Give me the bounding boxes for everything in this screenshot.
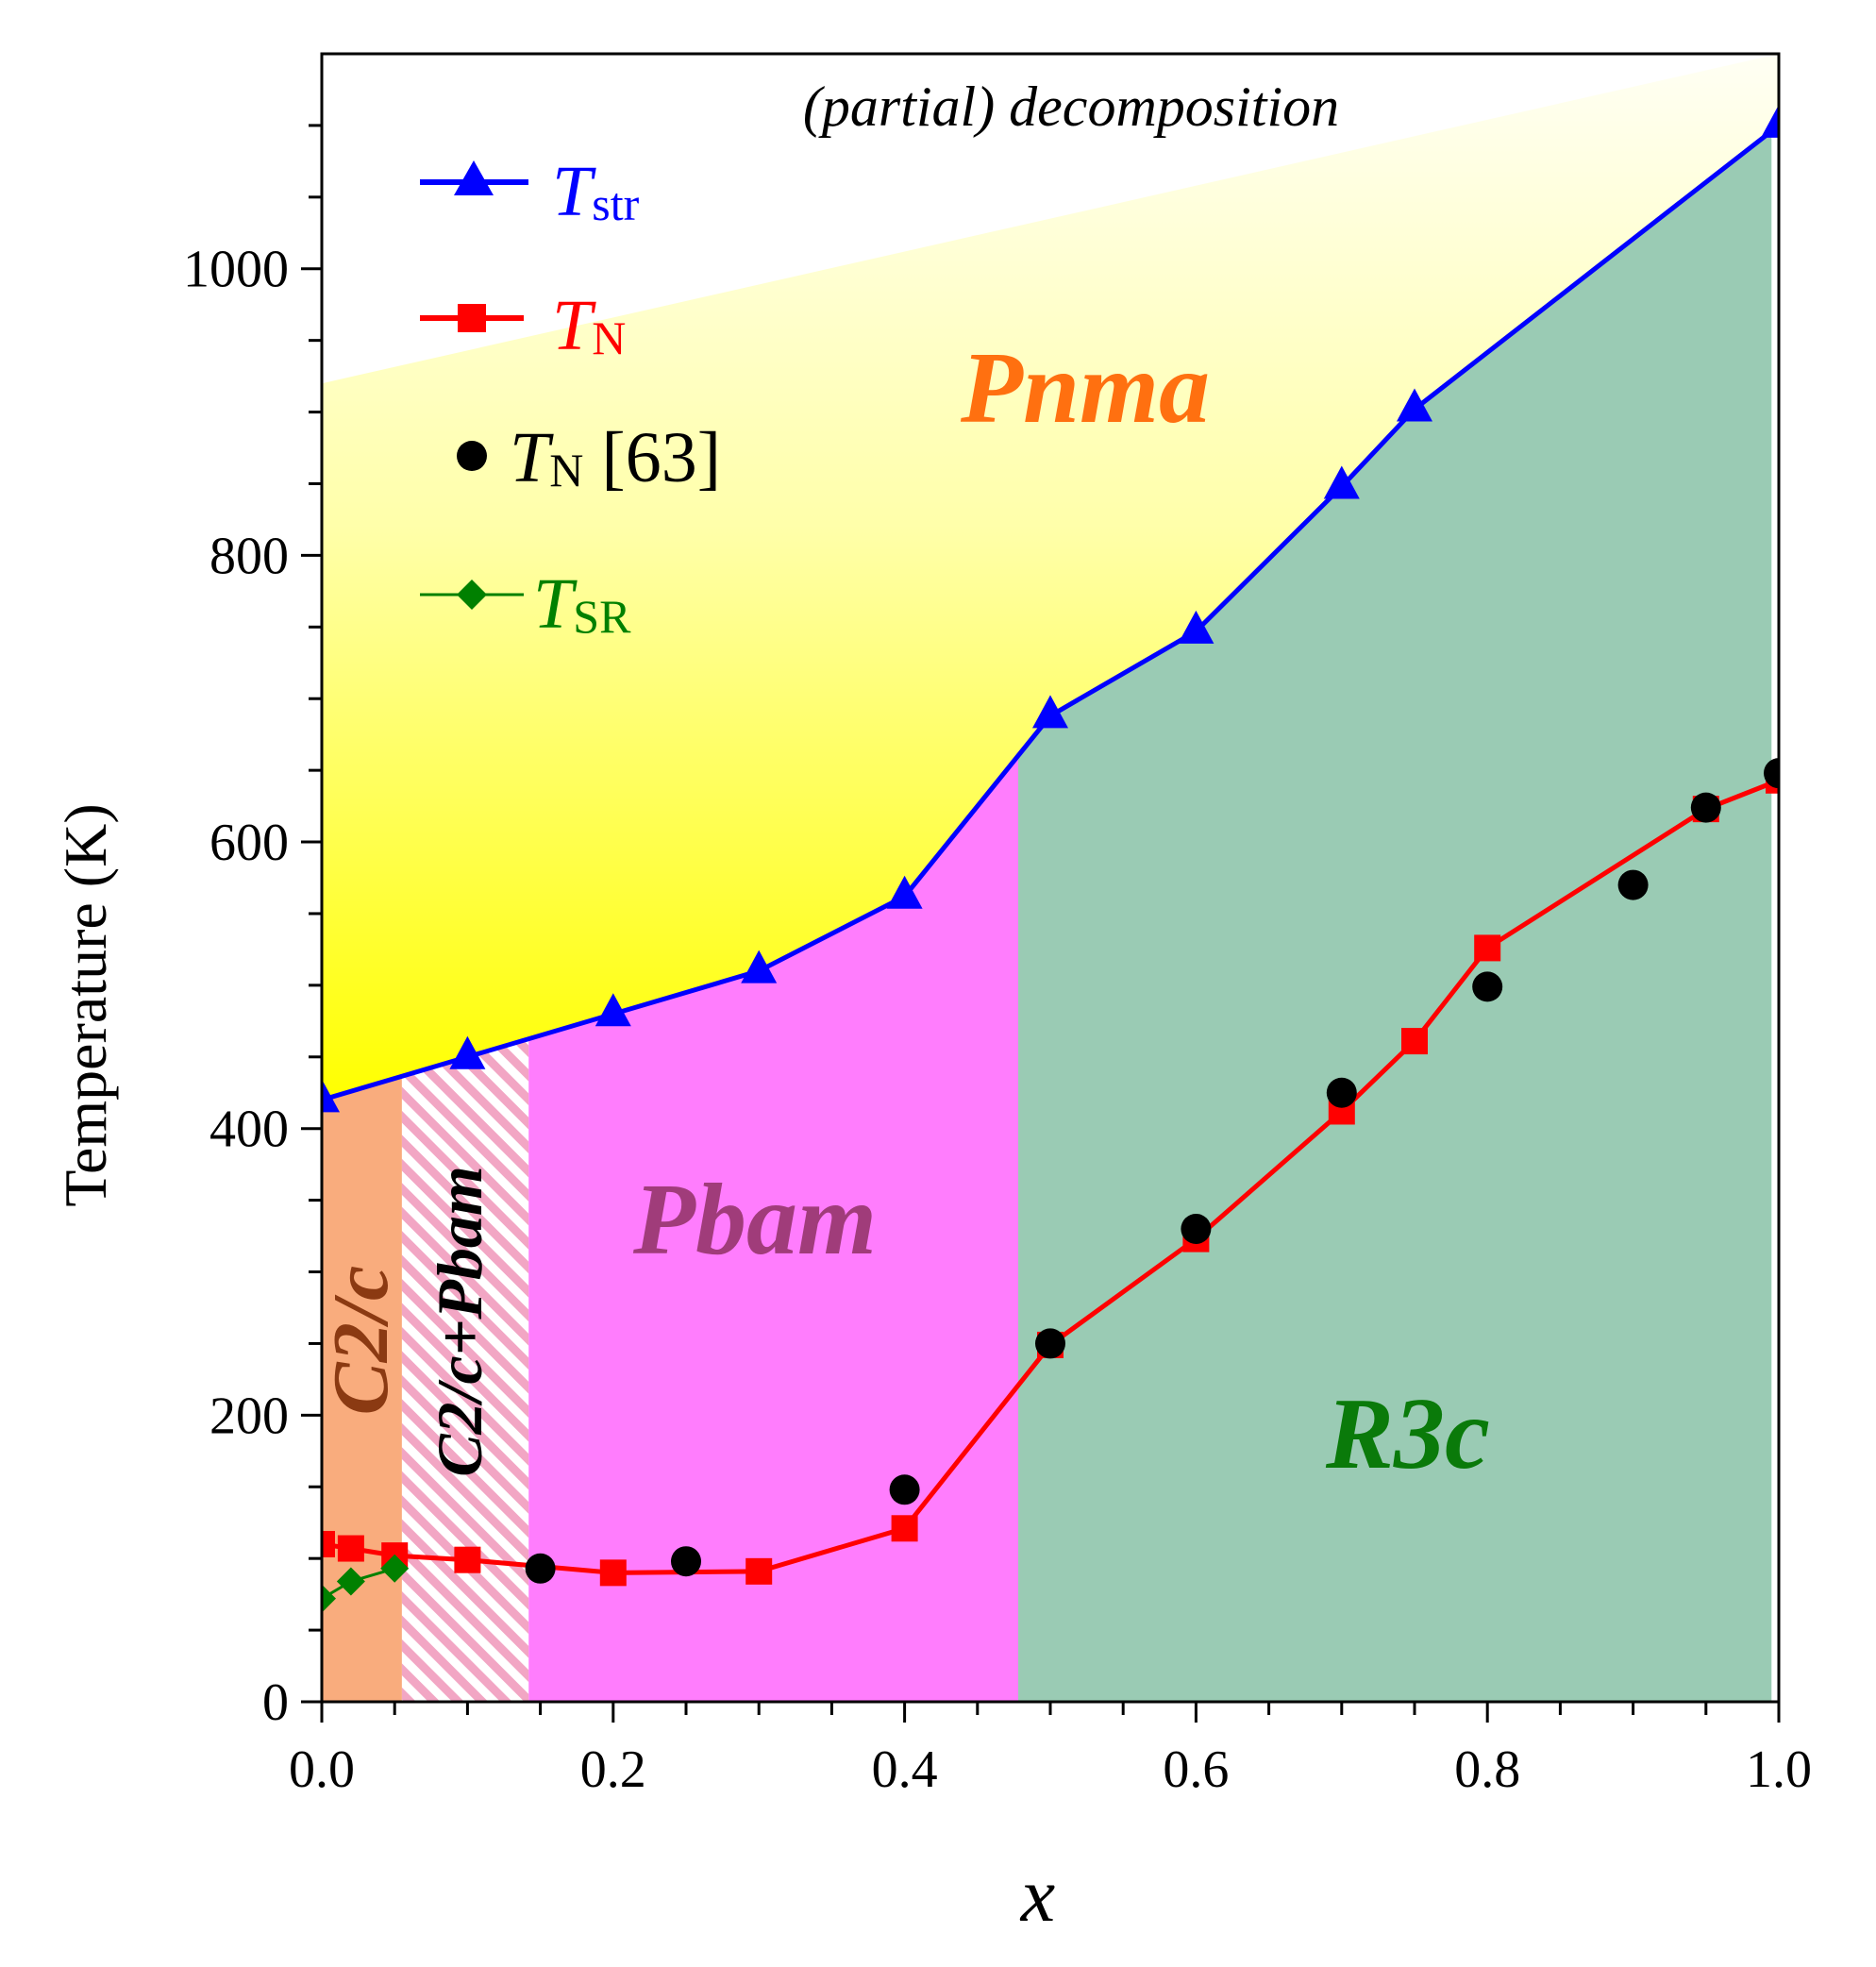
x-tick-label: 0.0 — [289, 1740, 355, 1799]
phase-regions — [322, 54, 1779, 1702]
legend-sub-t-str: str — [592, 177, 639, 230]
legend-sub-t-sr: SR — [573, 590, 631, 643]
point-t-sr — [336, 1567, 365, 1596]
region-label-c2c: C2/c — [317, 1266, 405, 1416]
point-t-n — [599, 1559, 627, 1587]
x-tick-label: 0.6 — [1163, 1740, 1229, 1799]
point-t-n — [1401, 1028, 1428, 1055]
y-axis-title: Temperature (K) — [52, 803, 119, 1206]
legend-entry-t-n: TN — [420, 286, 626, 365]
x-tick-label: 1.0 — [1746, 1740, 1812, 1799]
region-label-pnma: Pnma — [960, 332, 1210, 445]
point-t-str — [1178, 610, 1214, 644]
point-t-n-63 — [1326, 1077, 1357, 1108]
point-t-str — [741, 950, 778, 984]
point-t-n-63 — [671, 1546, 701, 1577]
x-axis-title: x — [1020, 1852, 1055, 1938]
point-t-n-63 — [1764, 758, 1779, 789]
x-tick-label: 0.2 — [580, 1740, 646, 1799]
region-pnma — [322, 54, 1779, 1101]
point-t-str — [1761, 104, 1779, 138]
region-label-decomposition: (partial) decomposition — [803, 76, 1339, 138]
point-t-str — [1397, 388, 1432, 422]
region-c2c-pbam — [401, 1038, 529, 1702]
point-t-n — [891, 1515, 918, 1542]
y-tick-label: 800 — [209, 527, 289, 585]
legend-marker-t-str — [454, 160, 494, 195]
point-t-n — [745, 1557, 773, 1585]
legend: Tstr TN TN [63] TSR — [420, 152, 721, 644]
legend-suffix-t-n-63: [63] — [583, 418, 721, 497]
legend-marker-t-n-63 — [457, 441, 487, 471]
point-t-str — [449, 1035, 486, 1069]
region-label-c2c-pbam: C2/c+Pbam — [424, 1166, 495, 1477]
point-t-sr — [322, 1584, 336, 1613]
legend-marker-t-n — [458, 304, 486, 332]
legend-marker-t-sr — [457, 580, 487, 610]
region-label-pbam: Pbam — [632, 1164, 877, 1276]
point-t-n — [322, 1530, 335, 1557]
point-t-n-63 — [1690, 792, 1721, 823]
legend-label-t-str: Tstr — [552, 152, 640, 231]
series-layer — [322, 104, 1779, 1613]
point-t-n-63 — [1617, 869, 1649, 900]
point-t-n — [1474, 934, 1501, 962]
x-tick-label: 0.4 — [872, 1740, 938, 1799]
region-label-r3c: R3c — [1325, 1378, 1490, 1490]
point-t-str — [1323, 465, 1360, 499]
legend-entry-t-sr: TSR — [420, 564, 631, 644]
point-t-n-63 — [889, 1474, 920, 1505]
y-tick-label: 600 — [209, 814, 289, 872]
point-t-str — [322, 1079, 340, 1113]
region-pbam — [528, 755, 1019, 1702]
legend-sub-t-n: N — [592, 311, 626, 364]
legend-label-t-sr: TSR — [533, 564, 631, 644]
y-tick-label: 200 — [209, 1387, 289, 1445]
point-t-n-63 — [1181, 1213, 1212, 1244]
point-t-str — [1032, 695, 1068, 729]
legend-entry-t-n-63: TN [63] — [457, 418, 721, 497]
point-t-n-63 — [525, 1553, 556, 1584]
legend-entry-t-str: Tstr — [420, 152, 640, 231]
y-tick-label: 400 — [209, 1101, 289, 1159]
region-r3c — [1018, 130, 1772, 1702]
point-t-n — [337, 1535, 364, 1562]
y-tick-label: 1000 — [183, 241, 289, 299]
point-t-n-63 — [1472, 971, 1503, 1002]
legend-label-t-n: TN — [552, 286, 626, 365]
x-tick-label: 0.8 — [1454, 1740, 1520, 1799]
series-line-t-str — [322, 123, 1779, 1102]
point-t-n-63 — [1035, 1328, 1065, 1359]
point-t-str — [886, 875, 923, 909]
y-tick-label: 0 — [262, 1673, 289, 1732]
point-t-sr — [380, 1554, 410, 1583]
legend-sub-t-n-63: N — [549, 444, 583, 496]
axis-ticks: 0.0 0.2 0.4 0.6 0.8 1.0 0 200 400 600 800 1000 — [183, 124, 1812, 1799]
point-t-str — [595, 993, 631, 1027]
point-t-n — [454, 1546, 481, 1573]
legend-label-t-n-63: TN [63] — [510, 418, 721, 497]
